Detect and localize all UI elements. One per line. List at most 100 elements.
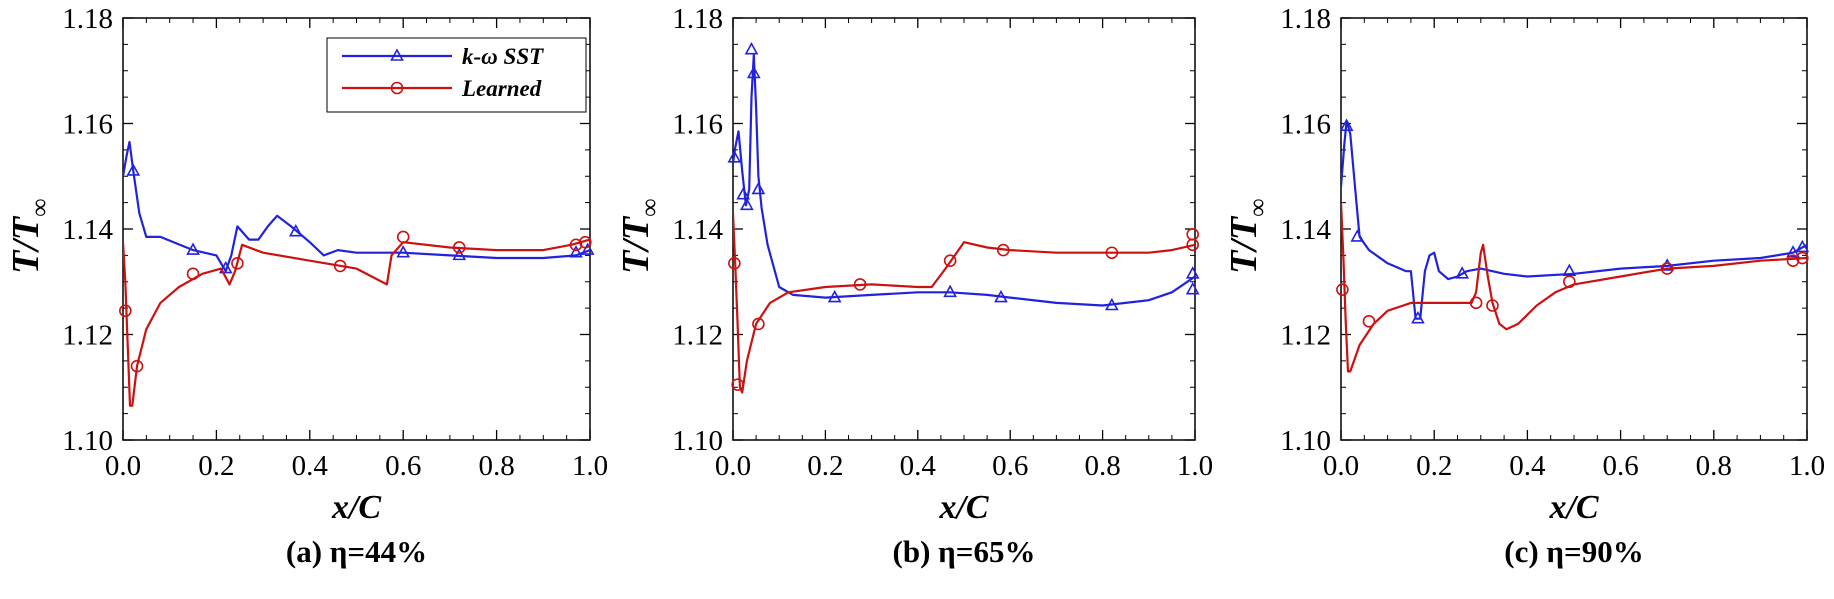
y-axis-label-subscript: ∞ [635,198,664,217]
y-tick-label: 1.12 [1280,320,1331,352]
triangle-marker [740,197,754,211]
panel-caption: (b) η=65% [893,534,1036,569]
circle-marker [452,241,466,254]
x-tick-label: 0.8 [1696,450,1732,482]
series-line-sst [123,140,590,273]
triangle-marker [452,247,467,261]
y-axis-label: T/T∞ [1223,198,1272,274]
y-tick-label: 1.12 [62,320,113,352]
circle-marker [333,259,347,273]
x-tick-label: 0.0 [715,450,751,482]
triangle-marker [580,242,595,255]
triangle-marker [218,260,233,274]
circle-marker [731,378,744,391]
circle-marker [943,254,957,267]
triangle-marker [126,163,141,176]
y-tick-label: 1.18 [62,3,113,35]
plot-frame [732,17,1196,441]
triangle-marker [827,289,842,303]
x-tick-label: 0.4 [1509,450,1546,482]
y-tick-label: 1.16 [62,109,113,141]
triangle-marker [396,245,411,258]
circle-marker [1186,227,1199,241]
y-tick-label: 1.12 [672,320,723,352]
legend-box [326,37,587,113]
circle-marker [1660,262,1674,275]
y-tick-label: 1.18 [1280,3,1331,35]
circle-marker [186,267,200,281]
x-tick-label: 0.2 [1416,450,1452,482]
series-line-learned [1341,202,1807,373]
x-tick-label: 0.2 [198,450,234,482]
legend-label-sst: k-ω SST [462,44,544,69]
series-line-sst [1341,119,1807,320]
circle-marker [1469,296,1483,310]
panel-caption: (a) η=44% [286,534,427,569]
series-line-learned [733,213,1195,394]
triangle-marker [943,284,957,298]
triangle-marker [1795,239,1810,253]
circle-marker [130,359,144,373]
triangle-marker [1786,245,1800,258]
circle-marker [1563,275,1576,289]
x-tick-label: 1.0 [1177,450,1213,482]
triangle-marker [727,150,742,163]
y-tick-label: 1.16 [672,109,723,141]
triangle-marker [1350,229,1365,242]
triangle-marker [1562,263,1577,277]
x-tick-label: 1.0 [572,450,608,482]
legend-triangle-marker [390,48,404,61]
x-tick-label: 1.0 [1789,450,1825,482]
x-tick-label: 0.4 [900,450,937,482]
legend: k-ω SST Learned [326,37,587,113]
y-axis-label: T/T∞ [5,198,54,274]
triangle-marker [288,223,303,237]
circle-marker [1336,283,1349,296]
series-line-sst [733,53,1195,307]
circle-marker [396,230,410,244]
panel-b: 0.0 0.2 0.4 0.6 0.8 1.0 1.10 1.12 1.14 1.16 1.18 T/… [615,3,1213,569]
y-tick-label: 1.14 [672,214,723,246]
circle-marker [996,243,1010,257]
y-axis-label-main: T/T [1223,215,1265,274]
circle-marker [569,238,583,252]
y-tick-label: 1.10 [672,425,723,457]
circle-marker [1786,254,1800,267]
plot-frame [1340,17,1808,441]
triangle-marker [186,242,200,255]
circle-marker [119,304,132,318]
triangle-marker [1339,118,1354,131]
triangle-marker [994,289,1008,303]
y-tick-label: 1.14 [62,214,113,246]
triangle-marker [744,41,759,55]
x-axis-label: x/C [938,489,988,526]
y-tick-label: 1.10 [1280,425,1331,457]
y-tick-label: 1.16 [1280,109,1331,141]
panel-c: 0.0 0.2 0.4 0.6 0.8 1.0 1.10 1.12 1.14 1.16 1.18 T/… [1223,3,1825,569]
x-tick-label: 0.8 [478,450,514,482]
triangle-marker [569,245,583,258]
circle-marker [231,256,244,270]
circle-marker [728,256,741,270]
x-tick-label: 0.0 [1323,450,1359,482]
y-axis-label-subscript: ∞ [25,198,54,217]
triangle-marker [1455,266,1470,279]
circle-marker [752,317,765,331]
triangle-marker [1185,282,1200,295]
triangle-marker [1660,258,1675,271]
x-axis-label: x/C [331,489,381,526]
x-tick-label: 0.4 [292,450,329,482]
y-tick-label: 1.14 [1280,214,1331,246]
x-axis-label: x/C [1548,489,1598,526]
circle-marker [1105,246,1119,260]
y-tick-label: 1.10 [62,425,113,457]
y-tick-label: 1.18 [672,3,723,35]
circle-marker [579,235,592,249]
circle-marker [1486,299,1499,312]
y-axis-label-main: T/T [615,215,657,274]
series-line-learned [123,238,590,407]
triangle-marker [736,187,751,200]
legend-circle-marker [390,81,404,95]
triangle-marker [1104,297,1119,311]
